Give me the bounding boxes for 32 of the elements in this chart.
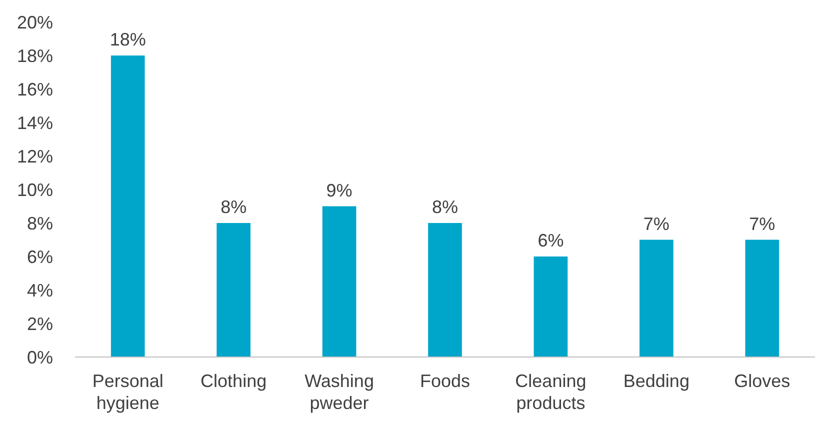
y-tick-label: 12% bbox=[16, 146, 53, 166]
x-tick-label: Cleaning products bbox=[515, 371, 586, 413]
bar bbox=[534, 256, 568, 357]
data-label: 8% bbox=[432, 197, 458, 217]
y-tick-label: 6% bbox=[26, 246, 53, 267]
bar bbox=[745, 240, 780, 357]
bar bbox=[110, 56, 145, 357]
data-label: 6% bbox=[538, 230, 564, 250]
x-tick-label: Washing pweder bbox=[304, 371, 374, 413]
x-tick-label: Gloves bbox=[734, 371, 790, 391]
y-tick-label: 16% bbox=[16, 79, 53, 100]
data-label: 8% bbox=[220, 197, 247, 217]
y-tick-label: 18% bbox=[16, 46, 53, 66]
data-label: 7% bbox=[643, 214, 670, 234]
y-tick-label: 20% bbox=[16, 12, 53, 32]
bar bbox=[322, 206, 356, 357]
y-tick-label: 8% bbox=[26, 213, 53, 234]
y-tick-label: 14% bbox=[16, 112, 53, 133]
x-tick-label: Personal hygiene bbox=[92, 371, 164, 413]
x-tick-label: Bedding bbox=[623, 371, 690, 391]
x-tick-label: Clothing bbox=[200, 371, 267, 391]
bar bbox=[216, 223, 250, 357]
y-tick-label: 4% bbox=[26, 280, 53, 300]
bar bbox=[640, 240, 674, 357]
y-tick-label: 10% bbox=[16, 180, 53, 200]
x-tick-label: Foods bbox=[420, 371, 470, 391]
y-tick-label: 0% bbox=[26, 347, 53, 368]
data-label: 9% bbox=[326, 180, 352, 200]
data-label: 18% bbox=[110, 30, 146, 50]
data-label: 7% bbox=[749, 214, 776, 234]
bar bbox=[428, 223, 462, 357]
y-tick-label: 2% bbox=[26, 314, 53, 334]
